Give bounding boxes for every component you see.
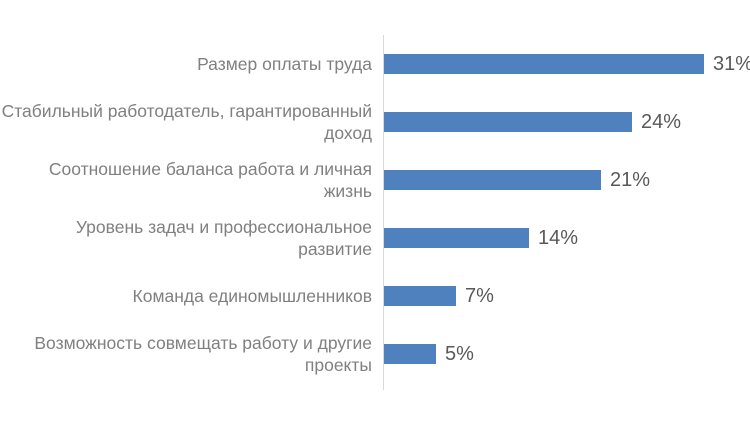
- category-label: Команда единомышленников: [132, 286, 372, 306]
- bar: [384, 170, 601, 190]
- y-axis-line: [383, 35, 384, 390]
- chart-row: Возможность совмещать работу и другие пр…: [0, 325, 750, 383]
- category-label: Возможность совмещать работу и другие пр…: [34, 333, 372, 375]
- chart-row: Размер оплаты труда 31%: [0, 35, 750, 93]
- value-label: 24%: [641, 110, 682, 133]
- chart-rows: Размер оплаты труда 31% Стабильный работод…: [0, 35, 750, 383]
- plot-area: 21%: [378, 151, 750, 209]
- chart-row: Команда единомышленников 7%: [0, 267, 750, 325]
- bar: [384, 54, 704, 74]
- value-label: 14%: [538, 226, 579, 249]
- value-label: 21%: [610, 168, 651, 191]
- bar: [384, 112, 632, 132]
- bar: [384, 228, 529, 248]
- category-label: Стабильный работодатель, гарантированный…: [1, 101, 372, 143]
- plot-area: 14%: [378, 209, 750, 267]
- plot-area: 24%: [378, 93, 750, 151]
- category-label: Соотношение баланса работа и личная жизн…: [48, 159, 372, 201]
- value-label: 31%: [713, 52, 750, 75]
- value-label: 5%: [445, 342, 474, 365]
- category-label: Размер оплаты труда: [197, 54, 372, 74]
- plot-area: 31%: [378, 35, 750, 93]
- plot-area: 7%: [378, 267, 750, 325]
- bar: [384, 344, 436, 364]
- plot-area: 5%: [378, 325, 750, 383]
- value-label: 7%: [465, 284, 494, 307]
- category-label: Уровень задач и профессиональное развити…: [75, 217, 372, 259]
- chart-row: Стабильный работодатель, гарантированный…: [0, 93, 750, 151]
- chart-row: Соотношение баланса работа и личная жизн…: [0, 151, 750, 209]
- bar: [384, 286, 456, 306]
- chart-row: Уровень задач и профессиональное развити…: [0, 209, 750, 267]
